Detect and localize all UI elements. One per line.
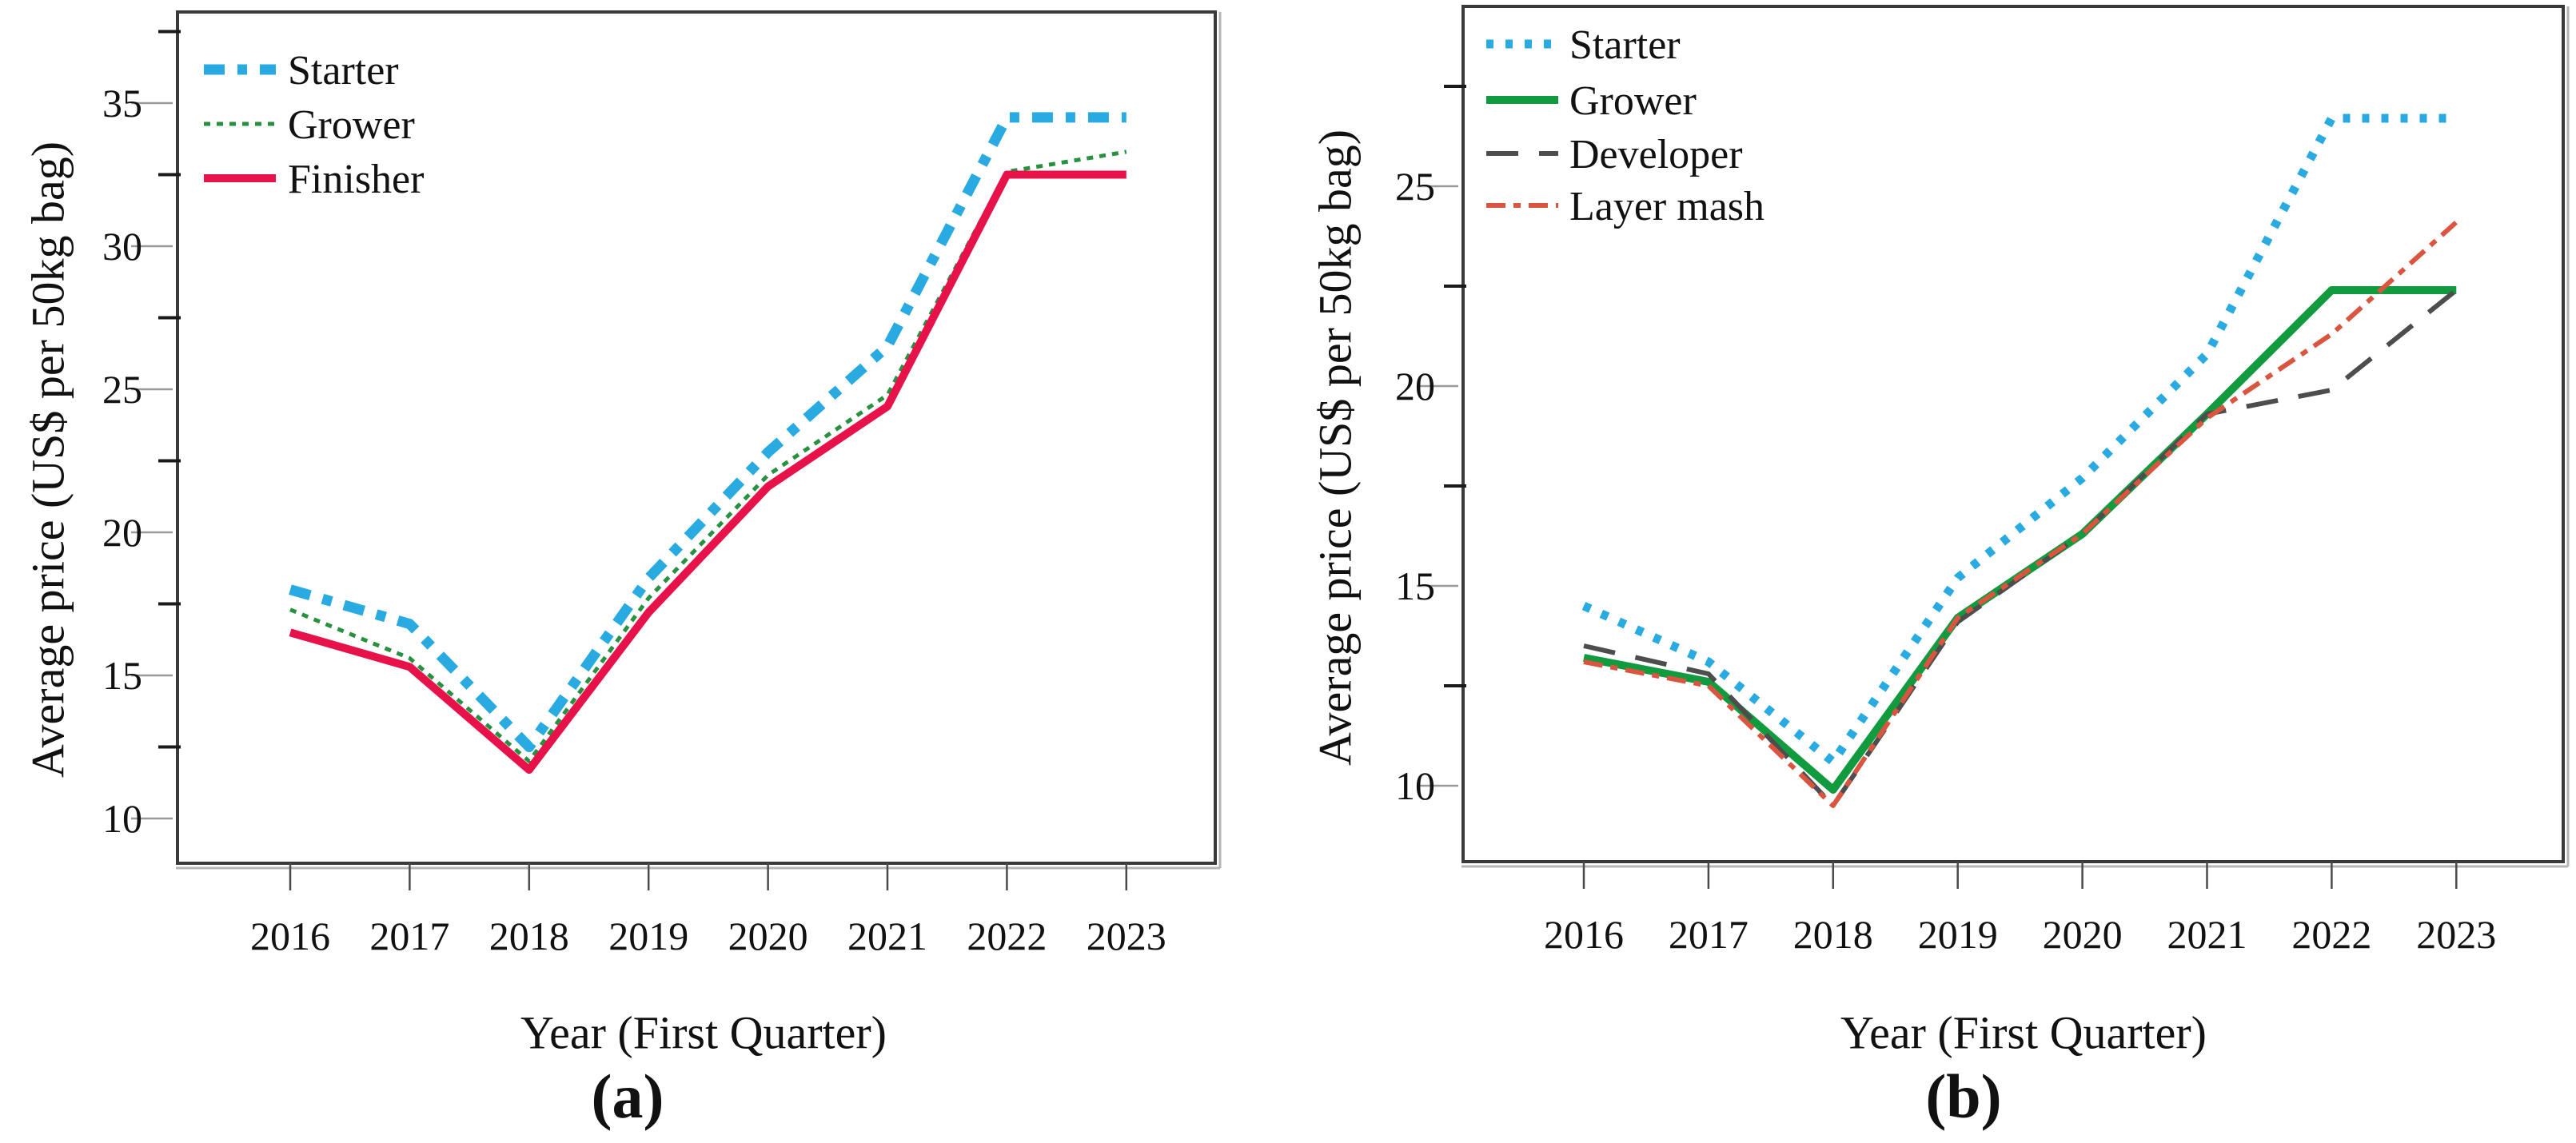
legend-label-starter: Starter [1569, 22, 1681, 68]
series-line-starter [289, 112, 1127, 752]
x-tick-label: 2019 [1918, 912, 1998, 957]
legend: Starter Grower Finisher [204, 48, 424, 202]
legend-label-developer: Developer [1569, 132, 1743, 177]
x-tick-label: 2017 [369, 914, 449, 958]
x-tick-label: 2020 [728, 914, 808, 958]
legend-label-starter: Starter [288, 48, 399, 94]
y-tick-label: 35 [102, 81, 142, 125]
series-line-layer-mash [1583, 220, 2458, 808]
x-tick-label: 2016 [1544, 912, 1624, 957]
y-tick-label: 15 [1395, 564, 1435, 608]
series-line-starter [1581, 114, 2457, 767]
x-tick-label: 2021 [847, 914, 927, 958]
legend-label-grower: Grower [1569, 78, 1697, 124]
x-tick-label: 2019 [608, 914, 688, 958]
legend-label-layer-mash: Layer mash [1569, 184, 1765, 229]
y-tick-label: 10 [1395, 763, 1435, 808]
chart-b-caption: (b) [1925, 1061, 2002, 1131]
legend-label-grower: Grower [288, 102, 415, 148]
series-line-grower [1583, 286, 2457, 794]
chart-a-x-axis-title: Year (First Quarter) [520, 1006, 887, 1059]
chart-a-canvas: 10 15 20 25 30 35 2016 2017 2018 2019 2020 2021 2022… [102, 10, 1222, 958]
x-tick-label: 2021 [2167, 912, 2247, 957]
series-line-finisher [289, 170, 1127, 775]
panel-a: 10 15 20 25 30 35 2016 2017 2018 2019 2020 2021 2022… [22, 10, 1222, 1131]
chart-a-y-axis-title: Average price (US$ per 50kg bag) [22, 141, 74, 779]
legend: Starter Grower Developer Layer mash [1486, 22, 1765, 229]
plot-border [176, 10, 1217, 865]
x-tick-label: 2022 [2291, 912, 2371, 957]
panel-b: 10 15 20 25 2016 2017 2018 2019 2020 2021 2022 2023… [1288, 0, 2576, 1143]
y-tick-label: 10 [102, 796, 142, 841]
y-tick-label: 25 [102, 367, 142, 412]
x-tick-label: 2020 [2043, 912, 2123, 957]
x-tick-label: 2023 [2416, 912, 2496, 957]
x-tick-label: 2023 [1087, 914, 1166, 958]
y-tick-label: 20 [102, 510, 142, 555]
chart-b-canvas: 10 15 20 25 2016 2017 2018 2019 2020 2021 2022 2023… [1395, 5, 2570, 957]
x-tick-label: 2022 [967, 914, 1047, 958]
y-tick-label: 20 [1395, 364, 1435, 408]
x-tick-label: 2017 [1669, 912, 1749, 957]
chart-b-x-axis-title: Year (First Quarter) [1840, 1006, 2207, 1059]
series-line-developer [1583, 288, 2458, 808]
y-tick-label: 30 [102, 224, 142, 269]
legend-label-finisher: Finisher [288, 157, 424, 202]
x-tick-label: 2018 [489, 914, 569, 958]
x-tick-label: 2018 [1793, 912, 1873, 957]
y-tick-label: 25 [1395, 164, 1435, 209]
chart-a-caption: (a) [591, 1061, 664, 1131]
plot-border [1461, 5, 2565, 863]
x-tick-label: 2016 [250, 914, 330, 958]
y-tick-label: 15 [102, 653, 142, 698]
chart-b-y-axis-title: Average price (US$ per 50kg bag) [1309, 129, 1362, 767]
